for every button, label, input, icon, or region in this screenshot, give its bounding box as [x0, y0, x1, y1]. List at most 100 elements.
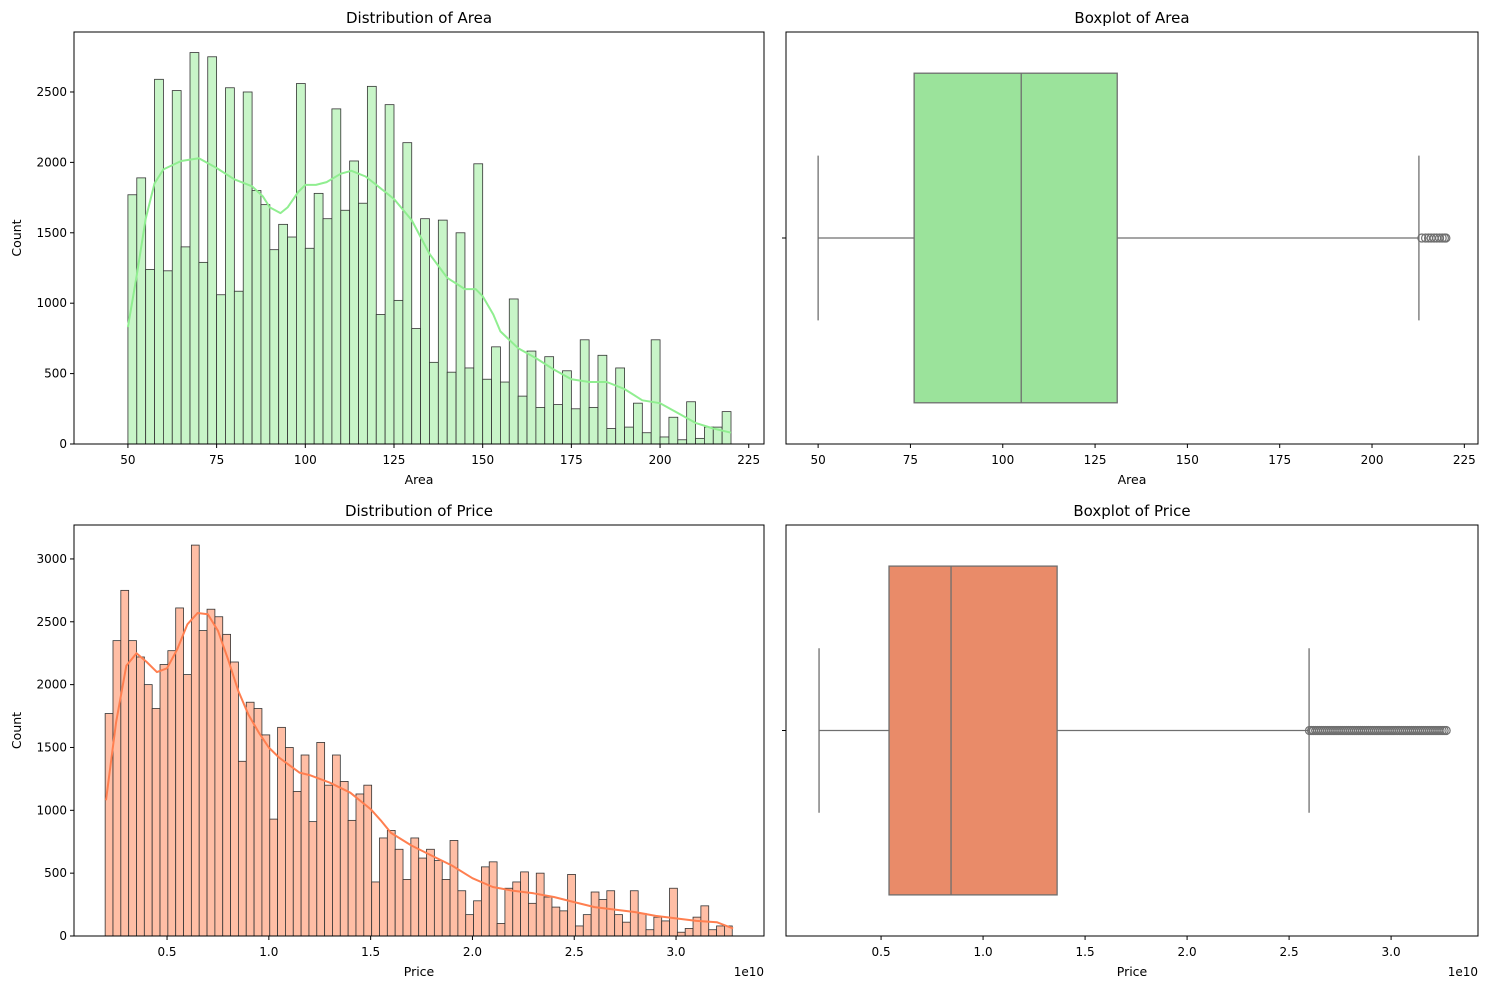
histogram-bar	[261, 734, 271, 937]
histogram-bar	[332, 754, 341, 937]
histogram-bar	[615, 367, 625, 445]
histogram-bar	[653, 916, 663, 937]
histogram-bar	[567, 874, 576, 937]
histogram-bar	[371, 881, 380, 937]
histogram-bar	[661, 920, 670, 937]
histogram-bar	[394, 848, 404, 937]
histogram-bar	[473, 163, 484, 445]
x-tick-label: 200	[1361, 453, 1384, 467]
histogram-bar	[704, 426, 714, 445]
histogram-bar	[504, 887, 514, 937]
x-tick-label: 50	[810, 453, 825, 467]
x-tick-label: 2.5	[565, 945, 584, 959]
histogram-bar	[316, 742, 326, 937]
histogram-bar	[637, 912, 647, 937]
histogram-bar	[553, 404, 563, 445]
histogram-bar	[606, 428, 617, 445]
x-tick-label: 3.0	[1382, 945, 1401, 959]
x-axis-label: Price	[404, 964, 435, 979]
histogram-bar	[402, 879, 412, 937]
histogram-bar	[645, 929, 655, 937]
histogram-bar	[622, 921, 631, 937]
histogram-bar	[167, 650, 177, 937]
histogram-bar	[668, 416, 679, 445]
histogram-bar	[287, 236, 297, 445]
hist_area-axes: 0 500 1000 1500 2000 2500 Count 50 75 100 125 150 17…	[9, 9, 765, 487]
chart-title: Boxplot of Price	[1073, 502, 1190, 520]
histogram-bar	[260, 204, 271, 445]
histogram-bar	[650, 339, 661, 445]
histogram-bar	[386, 830, 396, 937]
y-tick-label: 2500	[36, 615, 67, 629]
histogram-bar	[488, 861, 498, 937]
x-tick-label: 225	[1453, 453, 1476, 467]
y-tick-label: 500	[44, 367, 67, 381]
iqr-box	[888, 565, 1058, 896]
iqr-box	[913, 72, 1118, 404]
histogram-bar	[308, 821, 318, 937]
histogram-bar	[112, 640, 122, 937]
histogram-bar	[347, 819, 357, 937]
histogram-bar	[633, 402, 643, 445]
histogram-bar	[410, 837, 420, 937]
histogram-bar	[535, 406, 546, 445]
histogram-bar	[465, 914, 474, 937]
histogram-bar	[641, 432, 652, 445]
x-tick-label: 2.0	[1178, 945, 1197, 959]
histogram-bar	[575, 925, 584, 937]
histogram-bar	[535, 872, 545, 937]
histogram-bar	[677, 439, 688, 445]
histogram-bar	[716, 925, 725, 937]
histogram-bar	[340, 209, 351, 445]
y-tick-label: 1000	[36, 803, 67, 817]
histogram-bar	[313, 192, 324, 445]
x-tick-label: 1.0	[974, 945, 993, 959]
histogram-bar	[366, 85, 377, 445]
x-tick-label: 150	[1176, 453, 1199, 467]
histogram-bar	[708, 929, 717, 937]
x-tick-label: 100	[294, 453, 317, 467]
histogram-bar	[500, 381, 510, 445]
histogram-bar	[207, 56, 218, 445]
histogram-bar	[355, 793, 365, 937]
histogram-bar	[559, 910, 569, 937]
histogram-bar	[517, 395, 528, 445]
histogram-bar	[614, 914, 623, 937]
histogram-bar	[433, 860, 443, 937]
histogram-bar	[145, 268, 155, 445]
histogram-bar	[136, 656, 145, 937]
histogram-bar	[482, 378, 492, 445]
histogram-bar	[464, 367, 475, 445]
x-axis-label: Price	[1117, 964, 1148, 979]
histogram-bar	[659, 436, 670, 445]
histogram-bar	[253, 708, 263, 937]
histogram-bar	[570, 408, 581, 445]
histogram-bar	[104, 713, 114, 937]
axes-frame	[785, 524, 1479, 937]
x-tick-label: 0.5	[157, 945, 176, 959]
x-tick-label: 2.0	[463, 945, 482, 959]
chart-title: Distribution of Area	[346, 9, 492, 27]
histogram-bar	[245, 701, 255, 937]
histogram-bar	[426, 848, 435, 937]
histogram-bar	[151, 708, 161, 937]
outlier-point	[1441, 725, 1451, 736]
histogram-bar	[349, 160, 359, 445]
y-tick-label: 0	[59, 437, 67, 451]
histogram-bar	[402, 142, 413, 445]
histogram-bar	[269, 249, 280, 445]
histogram-bar	[358, 202, 368, 445]
histogram-bar	[296, 83, 306, 445]
histogram-bar	[216, 294, 226, 445]
x-tick-label: 1.0	[259, 945, 278, 959]
x-axis-label: Area	[405, 472, 434, 487]
histogram-bar	[375, 314, 386, 445]
x-tick-label: 225	[737, 453, 760, 467]
x-tick-label: 150	[471, 453, 494, 467]
histogram-bar	[429, 361, 439, 445]
histogram-bar	[473, 900, 482, 937]
histogram-bar	[162, 270, 173, 445]
histogram-bar	[446, 371, 457, 445]
histogram-bar	[233, 290, 244, 445]
histogram-bar	[242, 91, 253, 445]
